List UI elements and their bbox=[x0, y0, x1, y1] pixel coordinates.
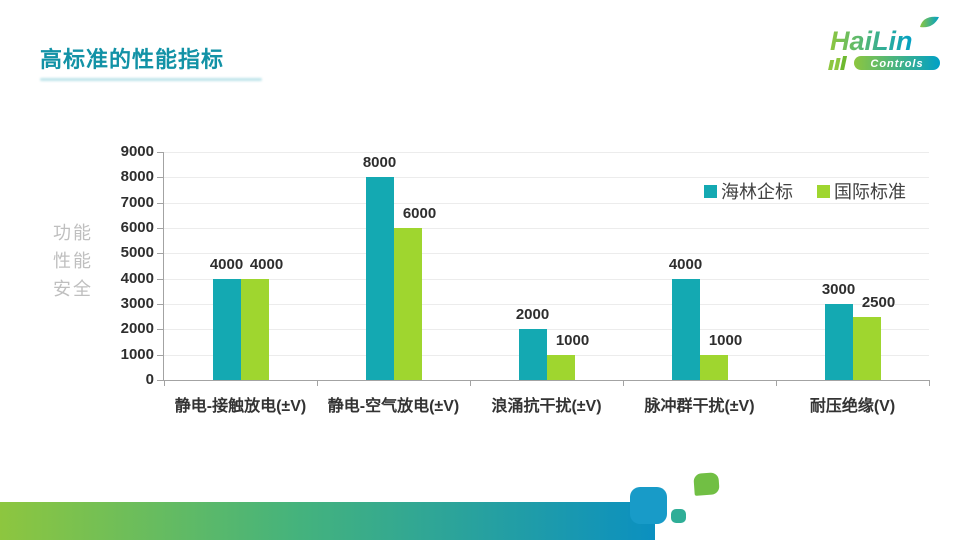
logo-bars-icon bbox=[828, 56, 848, 70]
bar-海林企标-脉冲群干扰(±V) bbox=[671, 278, 700, 380]
gridline bbox=[164, 278, 929, 280]
bar-海林企标-静电-空气放电(±V) bbox=[365, 177, 394, 380]
y-tick-label: 9000 bbox=[120, 143, 154, 160]
y-axis-title-line: 性能 bbox=[53, 251, 93, 271]
gridline bbox=[164, 202, 929, 204]
logo-badge bbox=[854, 56, 940, 70]
x-axis-tick bbox=[776, 380, 777, 386]
legend-label: 国际标准 bbox=[834, 182, 906, 202]
y-tick-label: 8000 bbox=[120, 168, 154, 186]
category-label: 静电-空气放电(±V) bbox=[327, 398, 460, 415]
bar-value-label: 1000 bbox=[708, 331, 743, 349]
x-axis-tick bbox=[317, 380, 318, 386]
gridline bbox=[164, 253, 929, 255]
gridline bbox=[164, 228, 929, 229]
gridline bbox=[164, 152, 929, 153]
legend-swatch-icon bbox=[704, 184, 717, 198]
bar-国际标准-浪涌抗干扰(±V) bbox=[546, 354, 575, 380]
chart-legend: 海林企标 国际标准 bbox=[704, 178, 906, 204]
y-tick-label: 6000 bbox=[120, 219, 154, 236]
x-axis-tick bbox=[623, 380, 624, 386]
logo-sub-text: Controls bbox=[870, 58, 923, 70]
leaf-icon bbox=[920, 16, 939, 28]
gridline bbox=[164, 304, 929, 305]
category-label: 浪涌抗干扰(±V) bbox=[491, 398, 602, 415]
y-axis-tick bbox=[157, 354, 164, 356]
bar-value-label: 2500 bbox=[861, 293, 896, 311]
logo-brand-text: HaiLin bbox=[830, 26, 913, 56]
bar-value-label: 1000 bbox=[555, 331, 590, 349]
legend-swatch-icon bbox=[817, 184, 830, 198]
y-tick-label: 7000 bbox=[120, 193, 154, 211]
x-axis-tick bbox=[164, 380, 165, 386]
bar-国际标准-静电-空气放电(±V) bbox=[393, 228, 422, 380]
y-axis-tick bbox=[157, 202, 164, 204]
gridline bbox=[164, 177, 929, 179]
category-label: 静电-接触放电(±V) bbox=[174, 398, 307, 415]
bar-value-label: 4000 bbox=[209, 255, 244, 273]
y-axis-tick bbox=[157, 152, 164, 153]
bar-国际标准-耐压绝缘(V) bbox=[852, 316, 881, 380]
bar-value-label: 4000 bbox=[668, 255, 703, 273]
y-tick-label: 1000 bbox=[120, 345, 154, 363]
y-axis-tick bbox=[157, 329, 164, 331]
bar-value-label: 3000 bbox=[821, 281, 856, 298]
bar-value-label: 4000 bbox=[249, 255, 284, 273]
bar-海林企标-静电-接触放电(±V) bbox=[212, 278, 241, 380]
bar-chart: 海林企标 国际标准 0 1000 2000 3000 4000 5000 6000 7000 80… bbox=[121, 143, 930, 415]
title-underline bbox=[40, 78, 262, 81]
deco-square-blue bbox=[630, 487, 667, 524]
legend-item: 海林企标 bbox=[704, 178, 793, 204]
bar-国际标准-脉冲群干扰(±V) bbox=[699, 354, 728, 380]
y-tick-label: 4000 bbox=[120, 269, 154, 287]
bar-value-label: 8000 bbox=[362, 154, 397, 172]
bar-value-label: 6000 bbox=[402, 205, 437, 222]
deco-square-green bbox=[693, 472, 720, 496]
y-axis-title: 功能 性能 安全 bbox=[53, 219, 93, 303]
y-axis-title-line: 功能 bbox=[53, 223, 93, 243]
gridline bbox=[164, 329, 929, 331]
y-axis-tick bbox=[157, 304, 164, 305]
bar-海林企标-浪涌抗干扰(±V) bbox=[518, 329, 547, 380]
hailin-logo: HaiLin Controls bbox=[828, 16, 940, 70]
x-axis-tick bbox=[929, 380, 930, 386]
page-title: 高标准的性能指标 bbox=[40, 47, 225, 72]
bottom-gradient-band bbox=[0, 502, 655, 540]
y-tick-label: 3000 bbox=[120, 295, 154, 312]
deco-square-teal-small bbox=[671, 509, 686, 523]
y-axis-tick bbox=[157, 253, 164, 255]
bar-海林企标-耐压绝缘(V) bbox=[824, 304, 853, 380]
y-axis-title-line: 安全 bbox=[53, 279, 93, 299]
y-tick-label: 2000 bbox=[120, 320, 154, 338]
legend-label: 海林企标 bbox=[721, 182, 793, 202]
y-tick-label: 5000 bbox=[120, 244, 154, 262]
category-label: 耐压绝缘(V) bbox=[809, 398, 896, 415]
bar-value-label: 2000 bbox=[515, 306, 550, 324]
y-axis-tick bbox=[157, 228, 164, 229]
x-axis-tick bbox=[470, 380, 471, 386]
y-axis-tick bbox=[157, 380, 164, 381]
y-tick-label: 0 bbox=[145, 371, 154, 388]
y-axis-tick bbox=[157, 177, 164, 179]
category-label: 脉冲群干扰(±V) bbox=[644, 398, 755, 415]
y-axis-tick bbox=[157, 278, 164, 280]
bar-国际标准-静电-接触放电(±V) bbox=[240, 278, 269, 380]
legend-item: 国际标准 bbox=[817, 178, 906, 204]
